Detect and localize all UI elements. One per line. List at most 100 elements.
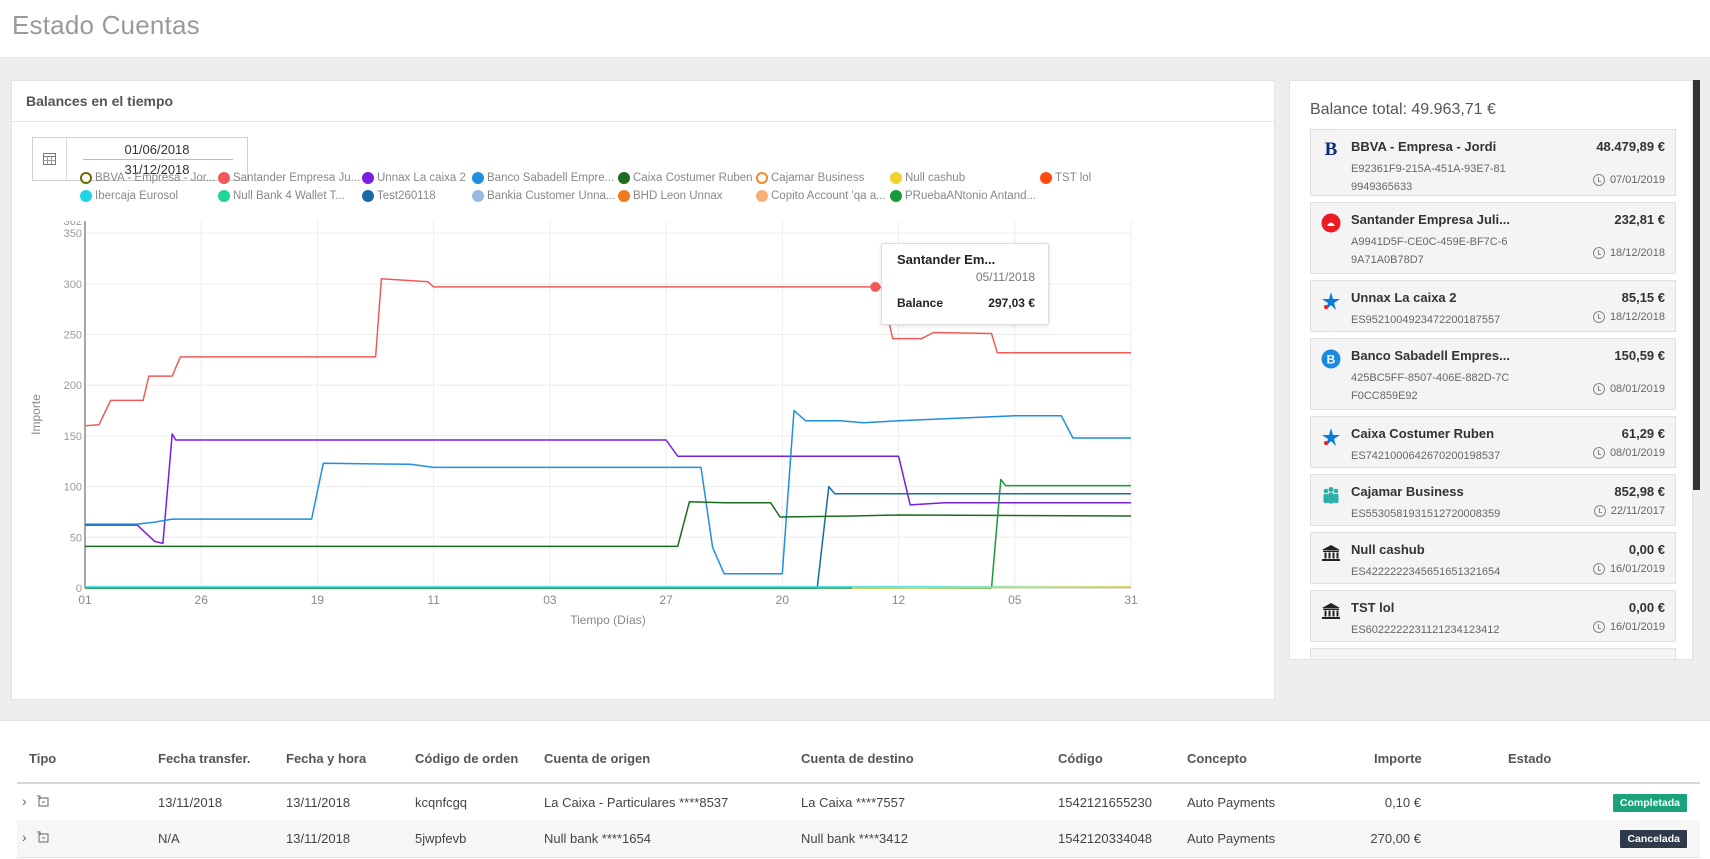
table-row[interactable]: › N/A 13/11/2018 5jwpfevb Null bank ****1654… [17, 820, 1700, 858]
cell-codigo-orden: 5jwpfevb [415, 831, 467, 846]
y-tick-label: 300 [64, 279, 82, 291]
legend-item[interactable]: Santander Empresa Ju... [218, 172, 360, 184]
legend-item[interactable]: Banco Sabadell Empre... [472, 172, 614, 184]
account-card[interactable]: TST lol 0,00 € ES6022222231121234123412 16/… [1310, 590, 1676, 642]
legend-swatch-icon [80, 190, 92, 202]
col-header-cuenta-destino[interactable]: Cuenta de destino [801, 751, 914, 766]
series-line [852, 586, 1132, 589]
col-header-cuenta-origen[interactable]: Cuenta de origen [544, 751, 651, 766]
santander-logo-icon [1321, 213, 1341, 233]
cell-fecha-transfer: N/A [158, 831, 180, 846]
legend-item[interactable]: Cajamar Business [756, 172, 864, 184]
legend-item[interactable]: Ibercaja Eurosol [80, 190, 178, 202]
tooltip-label: Balance [897, 296, 944, 310]
account-name: Null cashub [1351, 542, 1425, 557]
series-line [85, 478, 1131, 589]
col-header-estado[interactable]: Estado [1508, 751, 1552, 766]
legend-item[interactable]: Bankia Customer Unna... [472, 190, 615, 202]
col-header-codigo-orden[interactable]: Código de orden [415, 751, 519, 766]
account-iban: ES9521004923472200187557 [1351, 314, 1501, 326]
lacaixa-star-icon [1321, 427, 1341, 447]
col-header-fecha-transfer[interactable]: Fecha transfer. [158, 751, 251, 766]
table-row[interactable]: › 13/11/2018 13/11/2018 kcqnfcgq La Caixa - … [17, 784, 1700, 822]
y-tick-label: 50 [70, 532, 82, 544]
account-card[interactable]: Cajamar Business 852,98 € ES55305819315127… [1310, 474, 1676, 526]
clock-icon [1592, 563, 1605, 575]
legend-item[interactable]: Unnax La caixa 2 [362, 172, 466, 184]
account-amount: 61,29 € [1621, 426, 1665, 441]
legend-item[interactable]: BBVA - Empresa - Jor... [80, 172, 216, 184]
col-header-importe[interactable]: Importe [1374, 751, 1422, 766]
account-iban: E92361F9-215A-451A-93E7-819949365633 [1351, 163, 1506, 193]
account-date: 22/11/2017 [1593, 505, 1665, 517]
account-name: TST lol [1351, 600, 1395, 615]
legend-item[interactable]: Null Bank 4 Wallet T... [218, 190, 345, 202]
cell-cuenta-origen: Null bank ****1654 [544, 831, 651, 846]
cell-concepto: Auto Payments [1187, 795, 1276, 810]
legend-swatch-icon [472, 172, 484, 184]
tooltip-value: 297,03 € [988, 296, 1035, 310]
balance-total: Balance total: 49.963,71 € [1310, 101, 1496, 118]
col-header-codigo[interactable]: Código [1058, 751, 1103, 766]
account-amount: 85,15 € [1621, 290, 1665, 305]
date-to-input[interactable]: 31/12/2018 [124, 162, 190, 177]
balance-panel-scrollbar[interactable] [1693, 80, 1700, 490]
legend-label: Banco Sabadell Empre... [487, 172, 615, 184]
transfers-table: Tipo Fecha transfer. Fecha y hora Código… [0, 720, 1710, 859]
account-card[interactable]: Caixa Costumer Ruben 61,29 € ES74210006426… [1310, 416, 1676, 468]
account-name: Caixa Costumer Ruben [1351, 426, 1495, 441]
account-amount: 0,00 € [1628, 600, 1665, 615]
legend-item[interactable]: Caixa Costumer Ruben [618, 172, 753, 184]
legend-label: TST lol [1055, 172, 1092, 184]
clock-icon [1592, 447, 1605, 459]
x-tick-label: 12 [892, 593, 906, 607]
account-card[interactable]: B BBVA - Empresa - Jordi 48.479,89 € E92361… [1310, 129, 1676, 196]
expand-chevron-icon[interactable]: › [22, 829, 27, 845]
legend-item[interactable]: TST lol [1040, 172, 1091, 184]
legend-label: Null Bank 4 Wallet T... [233, 190, 345, 202]
clock-icon [1593, 505, 1606, 517]
clock-icon [1592, 383, 1605, 395]
account-card[interactable]: B Banco Sabadell Empres... 150,59 € 425BC5F… [1310, 338, 1676, 410]
legend-swatch-icon [618, 190, 630, 202]
legend-label: Ibercaja Eurosol [95, 190, 179, 202]
account-amount: 0,00 € [1628, 542, 1665, 557]
col-header-concepto[interactable]: Concepto [1187, 751, 1247, 766]
col-header-fecha-hora[interactable]: Fecha y hora [286, 751, 367, 766]
tooltip-series-name: Santander Em... [897, 252, 996, 267]
status-badge: Cancelada [1620, 830, 1687, 848]
legend-swatch-icon [890, 172, 902, 184]
legend-item[interactable]: Copito Account 'qa a... [756, 190, 886, 202]
col-header-tipo[interactable]: Tipo [29, 751, 57, 766]
account-iban: ES6022222231121234123412 [1351, 624, 1500, 636]
expand-chevron-icon[interactable]: › [22, 793, 27, 809]
calendar-icon[interactable] [33, 138, 67, 180]
account-date: 16/01/2019 [1592, 621, 1665, 633]
legend-item[interactable]: PRuebaANtonio Antand... [890, 190, 1036, 202]
account-card[interactable]: Santander Empresa Juli... 232,81 € A9941D5… [1310, 202, 1676, 274]
x-tick-label: 11 [427, 593, 440, 607]
legend-label: Null cashub [905, 172, 966, 184]
date-range-picker[interactable]: 01/06/2018 31/12/2018 [32, 137, 248, 181]
bank-building-icon [1321, 601, 1341, 621]
cell-importe: 0,10 € [1384, 795, 1421, 810]
legend-swatch-icon [1040, 172, 1052, 184]
legend-item[interactable]: Test260118 [362, 190, 436, 202]
account-amount: 852,98 € [1614, 484, 1665, 499]
cell-codigo-orden: kcqnfcgq [415, 795, 468, 810]
account-name: Cajamar Business [1351, 484, 1464, 499]
account-card[interactable]: Unnax La caixa 2 85,15 € ES952100492347220… [1310, 280, 1676, 332]
date-divider [83, 159, 233, 160]
date-from-input[interactable]: 01/06/2018 [124, 142, 190, 157]
series-line [84, 278, 1131, 427]
account-card-partial[interactable] [1310, 648, 1676, 659]
account-date: 08/01/2019 [1592, 447, 1665, 459]
cajamar-people-icon [1321, 485, 1341, 505]
legend-item[interactable]: BHD Leon Unnax [618, 190, 723, 202]
x-tick-label: 03 [543, 593, 557, 607]
account-card[interactable]: Null cashub 0,00 € ES422222234565165132165… [1310, 532, 1676, 584]
transfer-type-icon [37, 795, 49, 807]
legend-label: Copito Account 'qa a... [771, 190, 886, 202]
legend-item[interactable]: Null cashub [890, 172, 965, 184]
